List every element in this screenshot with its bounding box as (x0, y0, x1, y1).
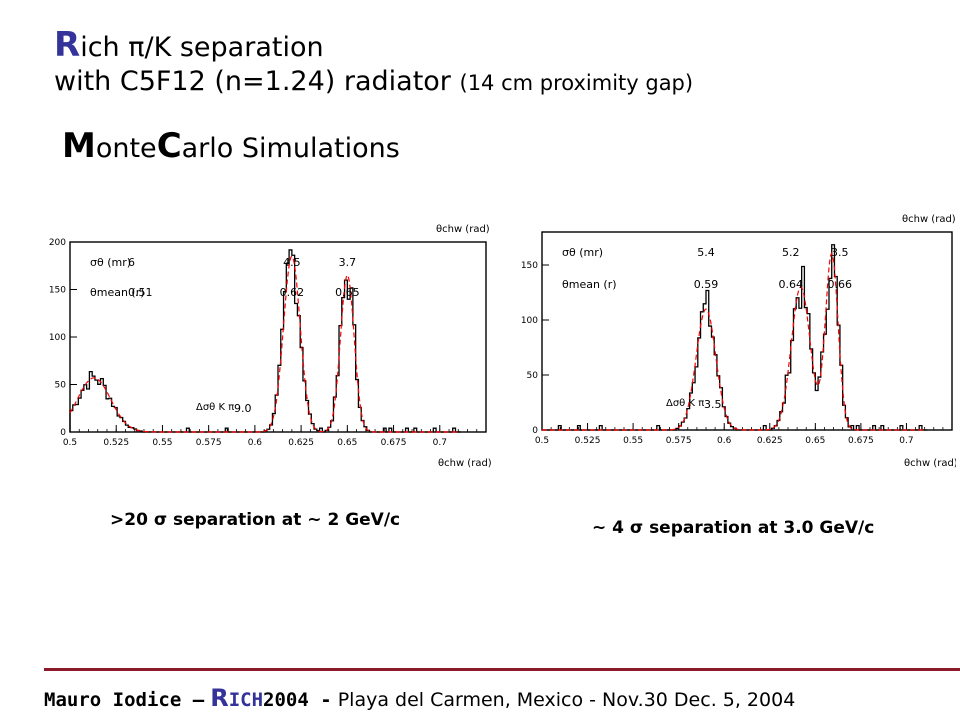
legend-mean: θmean (r) (90, 286, 145, 299)
x-tick-label: 0.5 (535, 436, 549, 446)
top-axis-label: θchw (rad) (436, 224, 490, 235)
peak-mean-label: 0.62 (280, 286, 305, 299)
peak-sigma-label: 3.7 (339, 256, 357, 269)
subtitle-text-1: onte (95, 133, 157, 164)
title-line-1-text: ich π/K separation (80, 32, 324, 63)
slide-title: Rich π/K separation with C5F12 (n=1.24) … (54, 28, 693, 100)
footer-author: Mauro Iodice – (44, 689, 205, 711)
x-tick-label: 0.575 (666, 436, 692, 446)
x-tick-label: 0.5 (63, 438, 77, 448)
x-tick-label: 0.55 (152, 438, 172, 448)
x-tick-label: 0.7 (899, 436, 913, 446)
footer-rich-rest: ICH (228, 689, 264, 711)
x-tick-label: 0.625 (288, 438, 314, 448)
x-tick-label: 0.525 (103, 438, 129, 448)
legend-sigma-value: 6 (128, 256, 135, 269)
plot-frame (69, 241, 487, 433)
x-tick-label: 0.65 (337, 438, 357, 448)
x-tick-label: 0.6 (248, 438, 263, 448)
y-tick-label: 0 (532, 426, 538, 436)
delta-sigma-label: Δσθ K π (666, 398, 704, 409)
legend-sigma: σθ (mr) (90, 256, 131, 269)
x-tick-label: 0.525 (575, 436, 601, 446)
peak-sigma-label: 5.4 (697, 246, 715, 259)
y-tick-label: 100 (521, 316, 538, 326)
footer-place: Playa del Carmen, Mexico - Nov.30 Dec. 5… (337, 689, 796, 711)
peak-sigma-label: 3.5 (831, 246, 849, 259)
title-line-2-text: with C5F12 (n=1.24) radiator (54, 66, 451, 97)
x-axis-label: θchw (rad) (438, 458, 492, 469)
delta-sigma-value: 9.0 (234, 402, 252, 415)
histogram-steps (69, 249, 462, 433)
histogram-right-svg: 0.5 0.525 0.55 0.575 0.6 0.625 0.65 0.675 0.7 0 50… (521, 214, 958, 469)
x-tick-label: 0.675 (848, 436, 874, 446)
peak-mean-label: 0.64 (779, 278, 804, 291)
peak-mean-label: 0.66 (827, 278, 852, 291)
x-tick-label: 0.7 (433, 438, 447, 448)
peak-sigma-label: 4.5 (283, 256, 301, 269)
x-tick-label: 0.55 (623, 436, 643, 446)
legend-mean-value: 0.51 (128, 286, 153, 299)
x-tick-label: 0.6 (717, 436, 732, 446)
footer: Mauro Iodice – RICH2004 - Playa del Carm… (44, 684, 795, 712)
footer-rich-initial: R (210, 684, 229, 712)
histogram-right: 0.5 0.525 0.55 0.575 0.6 0.625 0.65 0.675 0.7 0 50… (508, 206, 958, 476)
y-tick-label: 150 (521, 261, 538, 271)
x-tick-label: 0.65 (805, 436, 825, 446)
delta-sigma-value: 3.5 (704, 398, 722, 411)
subtitle-initial-m: M (62, 126, 96, 166)
footer-year: 2004 - (263, 689, 332, 711)
peak-mean-label: 0.65 (335, 286, 360, 299)
subtitle-text-2: arlo Simulations (181, 133, 400, 164)
title-initial: R (54, 25, 81, 65)
peak-sigma-label: 5.2 (782, 246, 800, 259)
x-tick-label: 0.675 (381, 438, 407, 448)
y-tick-label: 100 (49, 333, 66, 343)
y-tick-label: 50 (55, 381, 67, 391)
y-tick-label: 0 (60, 428, 66, 438)
x-tick-label: 0.575 (196, 438, 222, 448)
histogram-steps (542, 244, 928, 431)
histogram-left-svg: 0.5 0.525 0.55 0.575 0.6 0.625 0.65 0.675 0.7 0 50… (49, 224, 492, 469)
caption-left: >20 σ separation at ~ 2 GeV/c (110, 510, 401, 530)
caption-right: ~ 4 σ separation at 3.0 GeV/c (592, 518, 875, 538)
top-axis-label: θchw (rad) (902, 214, 956, 225)
y-tick-label: 150 (49, 286, 66, 296)
peak-mean-label: 0.59 (694, 278, 719, 291)
x-axis-label: θchw (rad) (904, 458, 956, 469)
delta-sigma-label: Δσθ K π (196, 402, 234, 413)
footer-divider (44, 668, 960, 671)
y-tick-label: 200 (49, 238, 66, 248)
slide-subtitle: MonteCarlo Simulations (62, 126, 400, 166)
histogram-left: 0.5 0.525 0.55 0.575 0.6 0.625 0.65 0.675 0.7 0 50… (38, 220, 492, 470)
y-tick-label: 50 (527, 371, 539, 381)
x-tick-label: 0.625 (757, 436, 783, 446)
title-line-2: with C5F12 (n=1.24) radiator (14 cm prox… (54, 65, 693, 100)
plot-frame (541, 231, 953, 431)
title-line-1: Rich π/K separation (54, 28, 693, 65)
title-line-2-sub: (14 cm proximity gap) (459, 71, 694, 95)
legend-mean: θmean (r) (562, 278, 617, 291)
fit-curve (69, 255, 459, 433)
legend-sigma: σθ (mr) (562, 246, 603, 259)
subtitle-initial-c: C (156, 126, 182, 166)
